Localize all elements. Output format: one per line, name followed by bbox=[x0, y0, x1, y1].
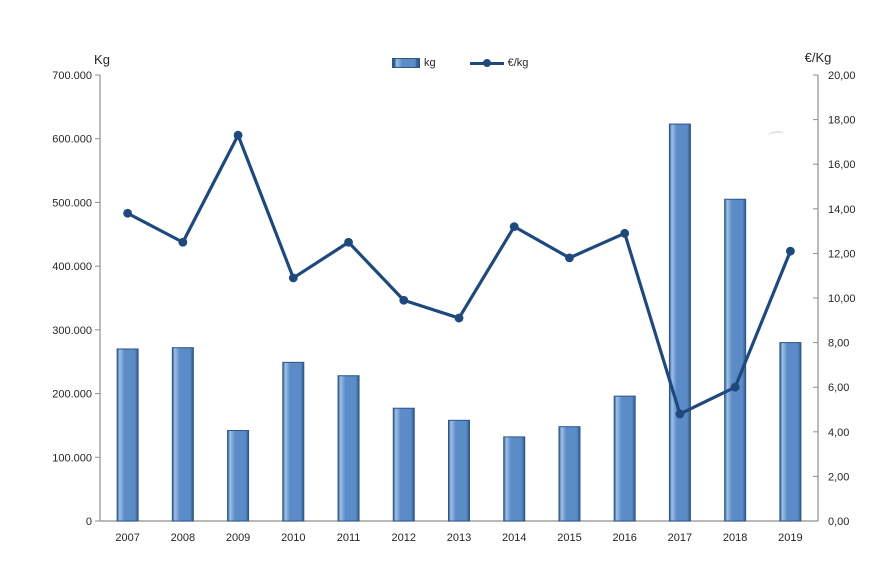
x-axis-label-2017: 2017 bbox=[668, 532, 692, 544]
right-axis-tick-label: 2,00 bbox=[828, 471, 849, 483]
line-marker-2011 bbox=[344, 237, 353, 247]
x-axis-label-2012: 2012 bbox=[392, 532, 416, 544]
legend: kg €/kg bbox=[392, 57, 528, 69]
bar-2016 bbox=[613, 395, 636, 522]
legend-label-eur-per-kg: €/kg bbox=[507, 57, 529, 69]
legend-label-kg: kg bbox=[424, 57, 436, 69]
right-axis-tick-label: 10,00 bbox=[828, 293, 856, 305]
line-marker-2008 bbox=[178, 237, 188, 247]
bar-2014 bbox=[503, 436, 526, 522]
x-axis-label-2008: 2008 bbox=[171, 532, 195, 544]
line-marker-2016 bbox=[620, 228, 630, 238]
x-axis-label-2014: 2014 bbox=[502, 532, 526, 544]
bar-2011 bbox=[337, 375, 360, 522]
line-marker-2017 bbox=[675, 409, 685, 419]
right-axis-title: €/Kg bbox=[804, 50, 832, 65]
left-axis-tick-label: 0 bbox=[86, 516, 92, 528]
x-axis-label-2010: 2010 bbox=[281, 532, 305, 544]
legend-item-eur-per-kg: €/kg bbox=[469, 57, 529, 69]
right-axis-tick-label: 12,00 bbox=[828, 248, 856, 260]
line-marker-2015 bbox=[565, 253, 574, 263]
bar-2017 bbox=[668, 123, 691, 522]
bar-2009 bbox=[227, 430, 250, 522]
left-axis-title: Kg bbox=[94, 52, 110, 67]
x-axis-label-2009: 2009 bbox=[226, 532, 250, 544]
right-axis-tick-label: 16,00 bbox=[828, 159, 856, 171]
bar-2018 bbox=[724, 198, 747, 522]
line-marker-dot-icon bbox=[482, 58, 491, 67]
line-marker-2014 bbox=[509, 222, 519, 232]
x-axis-label-2019: 2019 bbox=[778, 532, 802, 544]
bar-2007 bbox=[116, 348, 139, 522]
eur-per-kg-line bbox=[126, 133, 792, 416]
bar-2010 bbox=[282, 361, 305, 522]
right-axis-tick-label: 14,00 bbox=[828, 204, 856, 216]
line-series-swatch-icon bbox=[469, 58, 504, 67]
bar-2015 bbox=[558, 426, 581, 522]
x-axis-label-2007: 2007 bbox=[115, 532, 139, 544]
line-marker-2019 bbox=[785, 246, 795, 256]
bar-2012 bbox=[392, 407, 415, 522]
left-axis-tick-label: 600.000 bbox=[52, 134, 92, 146]
right-axis-tick-label: 0,00 bbox=[828, 516, 849, 528]
legend-item-kg: kg bbox=[392, 57, 436, 69]
left-axis-tick-label: 100.000 bbox=[52, 452, 92, 464]
right-axis-tick-label: 4,00 bbox=[828, 427, 849, 439]
left-axis-tick-label: 300.000 bbox=[52, 325, 92, 337]
right-axis-tick-label: 6,00 bbox=[828, 382, 849, 394]
right-axis-tick-label: 8,00 bbox=[828, 338, 849, 350]
left-axis-tick-label: 500.000 bbox=[52, 197, 92, 209]
x-axis-label-2016: 2016 bbox=[612, 532, 636, 544]
x-axis-label-2013: 2013 bbox=[447, 532, 471, 544]
line-marker-2012 bbox=[399, 295, 409, 305]
right-axis-tick-label: 18,00 bbox=[828, 115, 856, 127]
line-marker-2007 bbox=[123, 208, 133, 218]
bar-series-swatch-icon bbox=[392, 58, 420, 68]
bar-2008 bbox=[171, 347, 194, 522]
x-axis-label-2015: 2015 bbox=[557, 532, 581, 544]
left-axis-tick-label: 400.000 bbox=[52, 261, 92, 273]
line-marker-2009 bbox=[233, 130, 243, 140]
line-marker-2010 bbox=[288, 273, 298, 283]
bar-2019 bbox=[779, 342, 802, 522]
x-axis-label-2018: 2018 bbox=[723, 532, 747, 544]
line-marker-2013 bbox=[454, 313, 464, 323]
right-axis-tick-label: 20,00 bbox=[828, 70, 856, 82]
line-marker-2018 bbox=[730, 382, 740, 392]
left-axis-tick-label: 200.000 bbox=[52, 389, 92, 401]
x-axis-label-2011: 2011 bbox=[337, 532, 361, 544]
bar-2013 bbox=[448, 419, 470, 522]
left-axis-tick-label: 700.000 bbox=[52, 70, 92, 82]
